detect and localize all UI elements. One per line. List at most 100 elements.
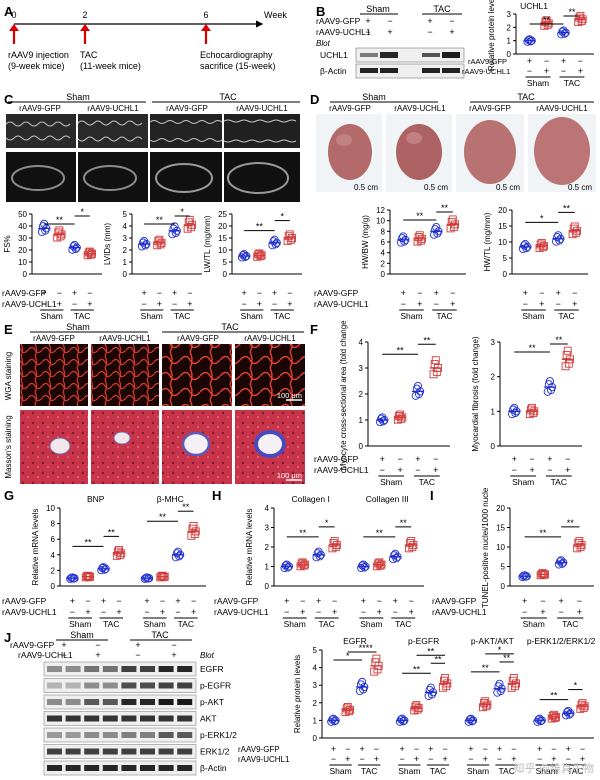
y-tick-label: 10 — [218, 246, 227, 255]
data-point — [137, 242, 147, 251]
y-tick-label: 2 — [507, 23, 512, 32]
data-point — [536, 717, 545, 726]
y-tick-label: 15 — [496, 524, 505, 533]
panel-letter-j: J — [4, 630, 12, 645]
data-point — [379, 417, 388, 426]
significance-label: ** — [413, 664, 421, 674]
y-tick-label: 0 — [507, 50, 512, 59]
svg-text:Sham: Sham — [66, 92, 90, 102]
group-label-tac: TAC — [395, 619, 411, 628]
y-tick-label: 1 — [491, 407, 496, 416]
blot-strip — [43, 744, 197, 759]
panel-letter-h: H — [212, 488, 222, 503]
data-point — [408, 543, 417, 552]
svg-text:+: + — [427, 16, 432, 26]
group-sign: + — [540, 607, 545, 617]
blot-band — [140, 765, 155, 771]
group-label-tac: TAC — [318, 619, 334, 628]
group-sign: − — [70, 607, 75, 617]
group-sign: − — [272, 299, 277, 309]
y-tick-label: 2 — [265, 543, 270, 552]
blot-band — [47, 715, 62, 722]
group-sign: + — [483, 754, 488, 764]
y-tick-label: 10 — [498, 238, 507, 247]
data-point — [518, 572, 527, 582]
svg-text:rAAV9-UCHL1: rAAV9-UCHL1 — [314, 299, 369, 309]
significance-label: ** — [376, 528, 384, 538]
group-sign: + — [377, 607, 382, 617]
svg-text:rAAV9-UCHL1: rAAV9-UCHL1 — [394, 104, 446, 113]
group-sign: − — [537, 754, 542, 764]
y-tick-label: 2 — [359, 390, 364, 399]
data-point — [171, 553, 180, 562]
svg-text:rAAV9-UCHL1: rAAV9-UCHL1 — [236, 104, 288, 113]
group-sign: + — [539, 299, 544, 309]
y-tick-label: 2 — [51, 566, 56, 575]
y-tick-label: 2 — [123, 246, 128, 255]
blot-band — [84, 682, 100, 689]
significance-label: * — [540, 213, 544, 223]
group-sign: + — [522, 596, 527, 606]
data-point — [564, 706, 573, 715]
y-tick-label: 0 — [313, 734, 318, 743]
data-point — [449, 222, 458, 231]
chart-subtitle: p-ERK1/2/ERK1/2 — [527, 636, 596, 646]
y-tick-label: 10 — [376, 217, 385, 226]
group-sign: + — [415, 454, 420, 464]
timeline-unit: Week — [264, 10, 287, 20]
group-label-tac: TAC — [498, 766, 514, 776]
chart-subtitle: p-AKT/AKT — [471, 636, 514, 646]
group-sign: + — [414, 754, 419, 764]
significance-label: ** — [563, 203, 571, 213]
y-tick-label: 4 — [313, 664, 318, 673]
group-sign: − — [377, 596, 382, 606]
group-sign: − — [345, 744, 350, 754]
svg-text:+: + — [449, 27, 454, 37]
group-sign: + — [580, 754, 585, 764]
group-label-sham: Sham — [512, 477, 534, 487]
data-point — [189, 521, 198, 530]
svg-text:rAAV9-GFP: rAAV9-GFP — [177, 334, 219, 343]
group-sign: + — [257, 299, 262, 309]
significance-label: ** — [397, 345, 405, 355]
blot-band — [121, 732, 137, 738]
group-sign: + — [374, 754, 379, 764]
group-sign: + — [512, 454, 517, 464]
svg-text:Blot: Blot — [316, 39, 331, 48]
group-sign: + — [95, 650, 100, 660]
row-label: rAAV9-GFP — [238, 745, 280, 754]
data-point — [482, 702, 491, 711]
significance-label: ** — [359, 643, 367, 653]
significance-label: * — [574, 681, 578, 691]
y-axis-label: Relative protein levels — [293, 655, 302, 733]
group-sign: − — [442, 744, 447, 754]
data-point — [171, 228, 180, 238]
event-1-line2: (9-week mice) — [8, 61, 65, 71]
data-point — [71, 244, 80, 253]
group-sign: − — [539, 288, 544, 298]
y-tick-label: 20 — [18, 246, 27, 255]
svg-text:TAC: TAC — [151, 630, 169, 640]
group-sign: − — [242, 299, 247, 309]
row-label: rAAV9-UCHL1 — [238, 755, 290, 764]
chart-subtitle: p-EGFR — [408, 636, 439, 646]
data-point — [559, 26, 568, 35]
data-point — [286, 235, 295, 244]
group-label-sham: Sham — [398, 766, 420, 776]
group-label-tac: TAC — [430, 766, 446, 776]
blot-band — [177, 715, 193, 722]
y-tick-label: 8 — [381, 227, 386, 236]
group-sign: + — [428, 744, 433, 754]
group-label-sham: Sham — [284, 619, 306, 628]
blot-band — [65, 682, 81, 689]
data-point — [186, 223, 195, 232]
y-tick-label: 5 — [223, 258, 228, 267]
group-sign: − — [434, 299, 439, 309]
svg-text:rAAV9-UCHL1: rAAV9-UCHL1 — [316, 27, 371, 37]
y-tick-label: 2 — [491, 373, 496, 382]
group-sign: + — [400, 744, 405, 754]
blot-band — [121, 715, 137, 722]
blot-strip — [43, 727, 197, 743]
y-axis-label: Relative mRNA levels — [31, 509, 40, 586]
